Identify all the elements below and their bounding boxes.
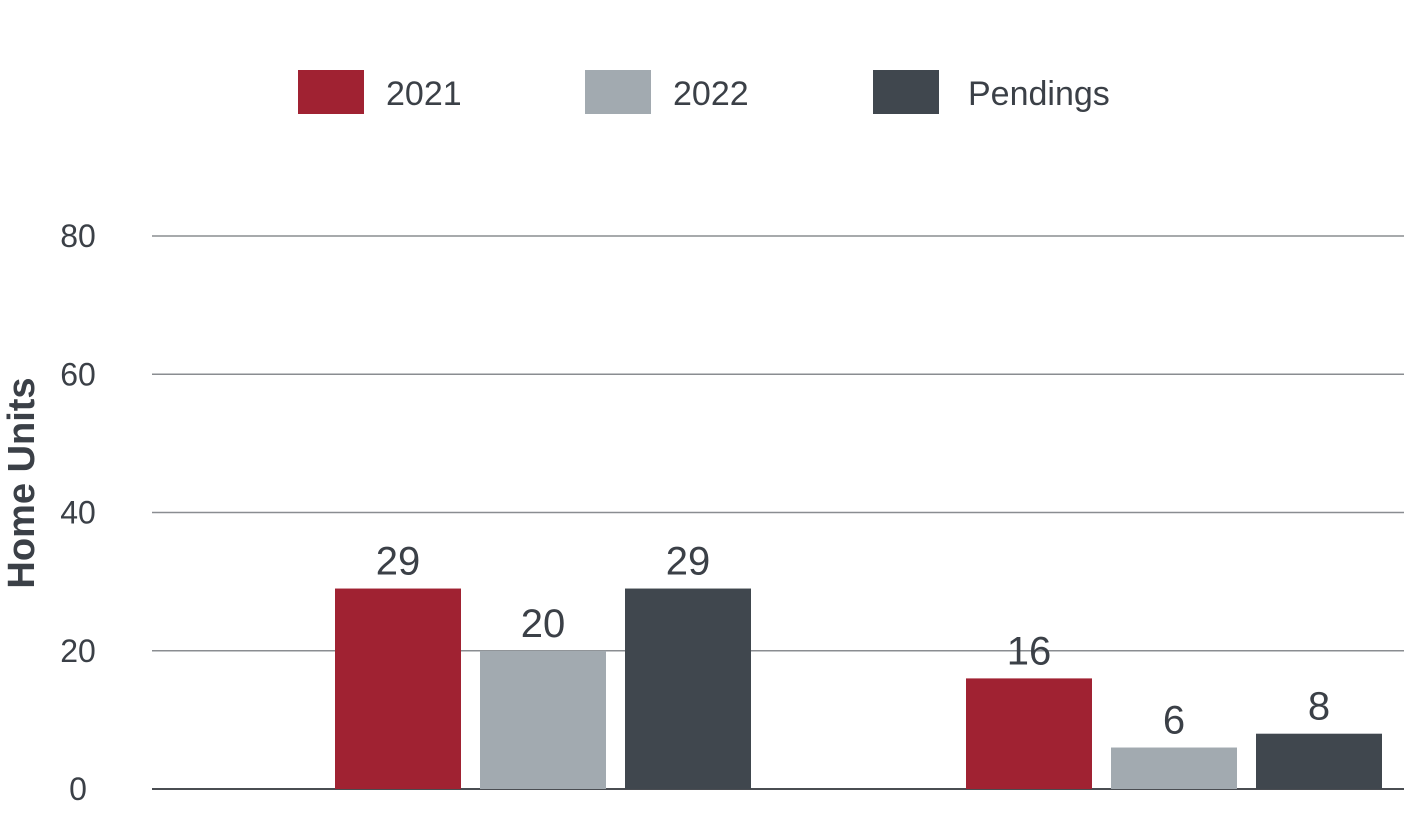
data-label: 6 bbox=[1163, 699, 1185, 743]
bar-pendings-2 bbox=[1256, 733, 1382, 789]
y-tick-label: 0 bbox=[69, 771, 87, 807]
bar-pendings-1 bbox=[625, 588, 751, 789]
y-tick-label: 80 bbox=[60, 218, 96, 254]
data-labels: 29 16 20 6 29 8 bbox=[376, 540, 1330, 743]
data-label: 8 bbox=[1308, 685, 1330, 729]
data-label: 16 bbox=[1007, 629, 1052, 673]
data-label: 29 bbox=[666, 540, 711, 584]
legend-swatch-2022 bbox=[585, 70, 651, 114]
bar-2021-2 bbox=[966, 678, 1092, 789]
legend-label: 2021 bbox=[386, 75, 462, 113]
bars bbox=[335, 588, 1382, 789]
data-label: 29 bbox=[376, 540, 421, 584]
data-label: 20 bbox=[521, 602, 566, 646]
legend-swatch-pendings bbox=[873, 70, 939, 114]
legend: 2021 2022 Pendings bbox=[298, 70, 1110, 114]
legend-swatch-2021 bbox=[298, 70, 364, 114]
bar-2022-2 bbox=[1111, 747, 1237, 789]
legend-label: Pendings bbox=[968, 75, 1110, 113]
y-tick-label: 40 bbox=[60, 495, 96, 531]
y-axis-title: Home Units bbox=[1, 377, 43, 588]
y-axis-ticks: 0 20 40 60 80 bbox=[60, 218, 96, 807]
bar-2022-1 bbox=[480, 650, 606, 789]
bar-2021-1 bbox=[335, 588, 461, 789]
y-tick-label: 20 bbox=[60, 633, 96, 669]
y-tick-label: 60 bbox=[60, 356, 96, 392]
legend-label: 2022 bbox=[673, 75, 749, 113]
